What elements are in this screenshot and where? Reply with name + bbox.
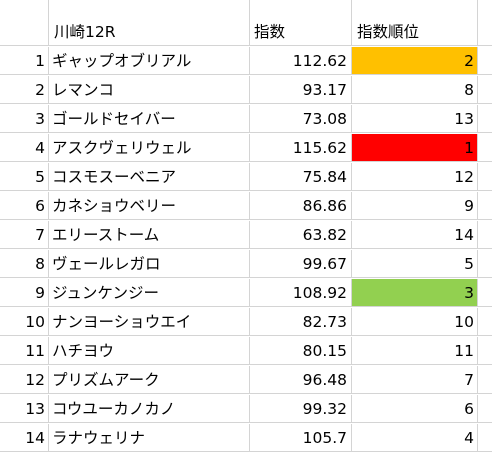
index-value-cell[interactable]: 75.84 [250, 163, 352, 191]
table-row: 5 コスモスーベニア 75.84 12 [0, 163, 492, 192]
horse-name-cell[interactable]: ゴールドセイバー [49, 105, 250, 133]
index-value-cell[interactable]: 86.86 [250, 192, 352, 220]
spreadsheet-grid: 川崎12R 指数 指数順位 1 ギャップオブリアル 112.62 2 2 レマンコ 93.1… [0, 18, 492, 466]
empty-cell[interactable] [478, 76, 492, 104]
row-number-cell[interactable]: 11 [0, 337, 49, 365]
row-number-cell[interactable]: 10 [0, 308, 49, 336]
rank-cell[interactable]: 11 [352, 337, 478, 365]
header-index-cell[interactable]: 指数 [250, 18, 352, 46]
empty-cell[interactable] [478, 337, 492, 365]
rank-cell[interactable]: 1 [352, 134, 478, 162]
table-row: 8 ヴェールレガロ 99.67 5 [0, 250, 492, 279]
horse-name-cell[interactable]: ヴェールレガロ [49, 250, 250, 278]
horse-name-cell[interactable]: レマンコ [49, 76, 250, 104]
rank-cell[interactable]: 9 [352, 192, 478, 220]
horse-name-cell[interactable]: ナンヨーショウエイ [49, 308, 250, 336]
grid-line [477, 0, 478, 18]
empty-cell[interactable] [478, 395, 492, 423]
horse-name-cell[interactable]: カネショウベリー [49, 192, 250, 220]
table-row: 13 コウユーカノカノ 99.32 6 [0, 395, 492, 424]
empty-cell[interactable] [478, 105, 492, 133]
row-number-cell[interactable]: 9 [0, 279, 49, 307]
index-value-cell[interactable]: 99.67 [250, 250, 352, 278]
rank-cell[interactable]: 5 [352, 250, 478, 278]
index-value-cell[interactable]: 63.82 [250, 221, 352, 249]
horse-name-cell[interactable]: プリズムアーク [49, 366, 250, 394]
empty-cell[interactable] [478, 134, 492, 162]
rank-cell[interactable]: 6 [352, 395, 478, 423]
empty-cell[interactable] [478, 47, 492, 75]
empty-cell[interactable] [478, 279, 492, 307]
rank-cell[interactable]: 8 [352, 76, 478, 104]
index-value-cell[interactable]: 96.48 [250, 366, 352, 394]
horse-name-cell[interactable]: エリーストーム [49, 221, 250, 249]
empty-cell[interactable] [478, 366, 492, 394]
row-number-cell[interactable]: 3 [0, 105, 49, 133]
grid-line [351, 0, 352, 18]
header-row: 川崎12R 指数 指数順位 [0, 18, 492, 47]
rank-cell[interactable]: 7 [352, 366, 478, 394]
rank-cell[interactable]: 2 [352, 47, 478, 75]
row-number-cell[interactable]: 5 [0, 163, 49, 191]
empty-cell[interactable] [478, 18, 492, 46]
index-value-cell[interactable]: 108.92 [250, 279, 352, 307]
index-value-cell[interactable]: 99.32 [250, 395, 352, 423]
horse-name-cell[interactable]: アスクヴェリウェル [49, 134, 250, 162]
table-row: 1 ギャップオブリアル 112.62 2 [0, 47, 492, 76]
index-value-cell[interactable]: 105.7 [250, 424, 352, 452]
empty-cell[interactable] [478, 424, 492, 452]
empty-cell[interactable] [478, 192, 492, 220]
horse-name-cell[interactable]: コスモスーベニア [49, 163, 250, 191]
row-number-cell[interactable]: 6 [0, 192, 49, 220]
rank-cell[interactable]: 14 [352, 221, 478, 249]
empty-cell[interactable] [478, 250, 492, 278]
table-row: 14 ラナウェリナ 105.7 4 [0, 424, 492, 453]
index-value-cell[interactable]: 73.08 [250, 105, 352, 133]
table-row: 6 カネショウベリー 86.86 9 [0, 192, 492, 221]
rank-cell[interactable]: 12 [352, 163, 478, 191]
grid-line [48, 0, 49, 18]
rank-cell[interactable]: 4 [352, 424, 478, 452]
rank-cell[interactable]: 3 [352, 279, 478, 307]
index-value-cell[interactable]: 80.15 [250, 337, 352, 365]
index-value-cell[interactable]: 93.17 [250, 76, 352, 104]
row-number-cell[interactable]: 2 [0, 76, 49, 104]
horse-name-cell[interactable]: ジュンケンジー [49, 279, 250, 307]
table-row: 3 ゴールドセイバー 73.08 13 [0, 105, 492, 134]
grid-line [249, 0, 250, 18]
empty-cell[interactable] [478, 308, 492, 336]
empty-cell[interactable] [478, 221, 492, 249]
index-value-cell[interactable]: 82.73 [250, 308, 352, 336]
sheet-top-strip [0, 0, 492, 18]
header-row-number-cell[interactable] [0, 18, 49, 46]
empty-cell[interactable] [478, 163, 492, 191]
horse-name-cell[interactable]: ハチヨウ [49, 337, 250, 365]
table-row: 9 ジュンケンジー 108.92 3 [0, 279, 492, 308]
table-row: 10 ナンヨーショウエイ 82.73 10 [0, 308, 492, 337]
row-number-cell[interactable]: 13 [0, 395, 49, 423]
table-row: 11 ハチヨウ 80.15 11 [0, 337, 492, 366]
index-value-cell[interactable]: 115.62 [250, 134, 352, 162]
table-row: 4 アスクヴェリウェル 115.62 1 [0, 134, 492, 163]
row-number-cell[interactable]: 1 [0, 47, 49, 75]
rank-cell[interactable]: 13 [352, 105, 478, 133]
row-number-cell[interactable]: 8 [0, 250, 49, 278]
row-number-cell[interactable]: 14 [0, 424, 49, 452]
horse-name-cell[interactable]: ラナウェリナ [49, 424, 250, 452]
table-row: 2 レマンコ 93.17 8 [0, 76, 492, 105]
index-value-cell[interactable]: 112.62 [250, 47, 352, 75]
rank-cell[interactable]: 10 [352, 308, 478, 336]
row-number-cell[interactable]: 4 [0, 134, 49, 162]
table-row: 12 プリズムアーク 96.48 7 [0, 366, 492, 395]
row-number-cell[interactable]: 12 [0, 366, 49, 394]
table-row: 7 エリーストーム 63.82 14 [0, 221, 492, 250]
header-rank-cell[interactable]: 指数順位 [352, 18, 478, 46]
header-race-cell[interactable]: 川崎12R [49, 18, 250, 46]
horse-name-cell[interactable]: コウユーカノカノ [49, 395, 250, 423]
row-number-cell[interactable]: 7 [0, 221, 49, 249]
horse-name-cell[interactable]: ギャップオブリアル [49, 47, 250, 75]
